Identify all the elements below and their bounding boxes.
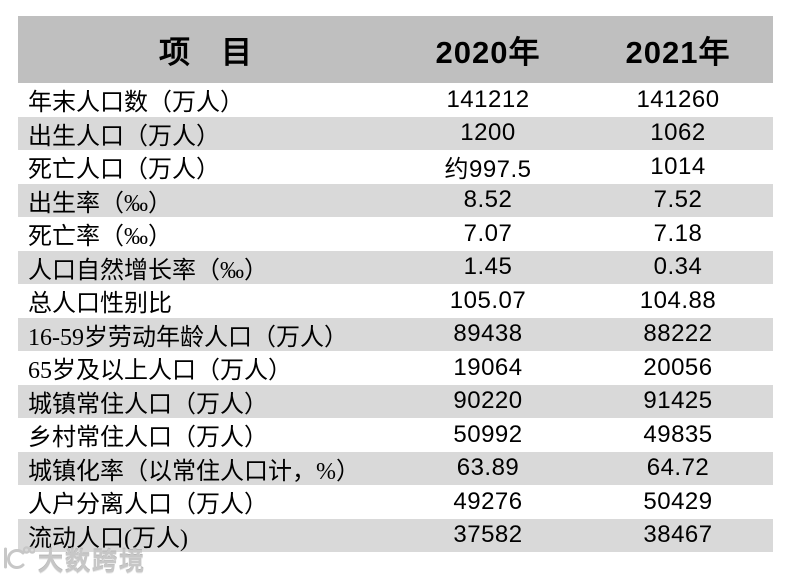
population-statistics-table: 项 目 2020年 2021年 年末人口数（万人） 141212 141260 … bbox=[18, 16, 773, 552]
value-2020: 约997.5 bbox=[444, 156, 532, 184]
table-row-births: 出生人口（万人） 1200 1062 bbox=[18, 116, 773, 150]
row-label: 人户分离人口（万人） bbox=[28, 492, 268, 519]
table-row-elderly-population: 65岁及以上人口（万人） 19064 20056 bbox=[18, 351, 773, 385]
value-2021: 88222 bbox=[643, 320, 713, 348]
table-row-urbanization-rate: 城镇化率（以常住人口计，%） 63.89 64.72 bbox=[18, 451, 773, 485]
row-label: 死亡率（‰） bbox=[28, 224, 172, 251]
table-row-deaths: 死亡人口（万人） 约997.5 1014 bbox=[18, 150, 773, 184]
row-label: 总人口性别比 bbox=[28, 291, 172, 318]
row-label: 人口自然增长率（‰） bbox=[28, 257, 268, 284]
value-2021: 7.52 bbox=[653, 186, 703, 214]
table-row-separated-population: 人户分离人口（万人） 49276 50429 bbox=[18, 485, 773, 519]
value-2020: 141212 bbox=[446, 85, 530, 113]
table-row-floating-population: 流动人口(万人) 37582 38467 bbox=[18, 518, 773, 552]
value-2021: 7.18 bbox=[653, 219, 703, 247]
column-header-2021: 2021年 bbox=[625, 35, 731, 70]
table-row-death-rate: 死亡率（‰） 7.07 7.18 bbox=[18, 217, 773, 251]
row-label: 死亡人口（万人） bbox=[28, 157, 220, 184]
value-2020: 1.45 bbox=[463, 253, 513, 281]
value-2021: 20056 bbox=[643, 353, 713, 381]
value-2021: 141260 bbox=[636, 85, 720, 113]
value-2020: 19064 bbox=[453, 353, 523, 381]
value-2021: 104.88 bbox=[639, 286, 717, 314]
value-2020: 105.07 bbox=[449, 286, 527, 314]
column-header-2020: 2020年 bbox=[435, 35, 541, 70]
value-2020: 1200 bbox=[460, 119, 516, 147]
row-label: 65岁及以上人口（万人） bbox=[28, 358, 292, 385]
value-2020: 50992 bbox=[453, 420, 523, 448]
table-row-working-age-population: 16-59岁劳动年龄人口（万人） 89438 88222 bbox=[18, 317, 773, 351]
table-header-row: 项 目 2020年 2021年 bbox=[18, 16, 773, 83]
value-2021: 1014 bbox=[650, 152, 706, 180]
value-2021: 64.72 bbox=[646, 454, 710, 482]
row-label: 年末人口数（万人） bbox=[28, 90, 244, 117]
row-label: 出生人口（万人） bbox=[28, 123, 220, 150]
row-label: 出生率（‰） bbox=[28, 190, 172, 217]
column-header-item: 项 目 bbox=[159, 35, 252, 70]
table-row-rural-population: 乡村常住人口（万人） 50992 49835 bbox=[18, 418, 773, 452]
table-row-natural-growth-rate: 人口自然增长率（‰） 1.45 0.34 bbox=[18, 250, 773, 284]
value-2020: 7.07 bbox=[463, 219, 513, 247]
value-2021: 49835 bbox=[643, 420, 713, 448]
row-label: 城镇化率（以常住人口计，%） bbox=[28, 458, 360, 485]
row-label: 城镇常住人口（万人） bbox=[28, 391, 268, 418]
value-2020: 8.52 bbox=[463, 186, 513, 214]
value-2021: 0.34 bbox=[653, 253, 703, 281]
value-2020: 49276 bbox=[453, 487, 523, 515]
table-row-birth-rate: 出生率（‰） 8.52 7.52 bbox=[18, 183, 773, 217]
table-row-yearend-population: 年末人口数（万人） 141212 141260 bbox=[18, 83, 773, 117]
value-2021: 50429 bbox=[643, 487, 713, 515]
value-2021: 1062 bbox=[650, 119, 706, 147]
value-2021: 91425 bbox=[643, 387, 713, 415]
value-2020: 63.89 bbox=[456, 454, 520, 482]
value-2020: 37582 bbox=[453, 521, 523, 549]
table-row-sex-ratio: 总人口性别比 105.07 104.88 bbox=[18, 284, 773, 318]
value-2020: 90220 bbox=[453, 387, 523, 415]
value-2020: 89438 bbox=[453, 320, 523, 348]
row-label: 流动人口(万人) bbox=[28, 525, 188, 552]
table-row-urban-population: 城镇常住人口（万人） 90220 91425 bbox=[18, 384, 773, 418]
row-label: 乡村常住人口（万人） bbox=[28, 425, 268, 452]
row-label: 16-59岁劳动年龄人口（万人） bbox=[28, 324, 348, 351]
value-2021: 38467 bbox=[643, 521, 713, 549]
